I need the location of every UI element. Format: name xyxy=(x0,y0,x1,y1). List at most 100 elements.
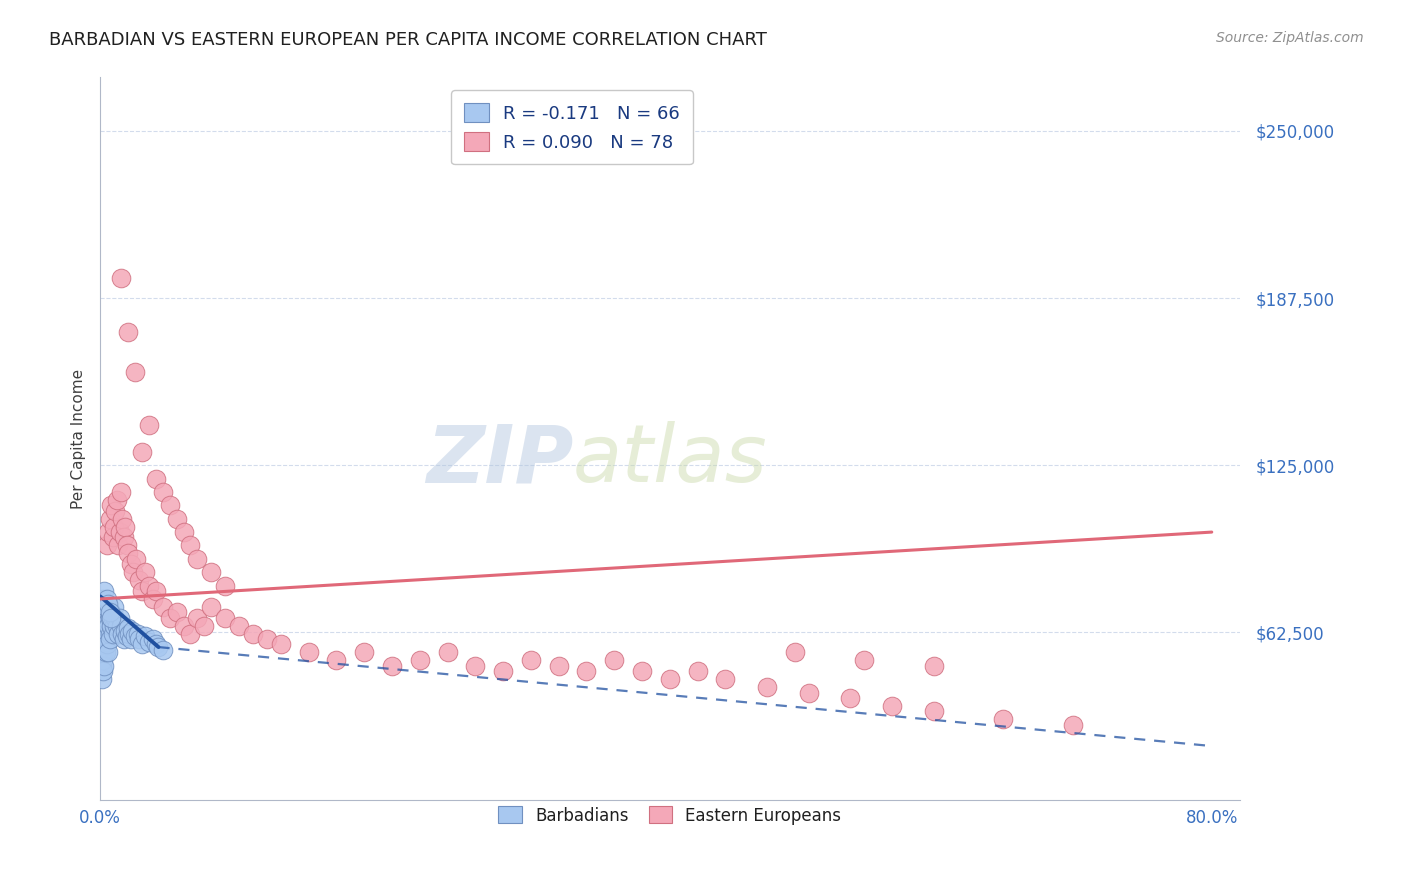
Point xyxy=(631,664,654,678)
Point xyxy=(94,624,117,638)
Point xyxy=(107,538,129,552)
Point xyxy=(96,626,118,640)
Point xyxy=(97,525,120,540)
Point xyxy=(90,645,112,659)
Point xyxy=(108,525,131,540)
Point xyxy=(142,591,165,606)
Point xyxy=(117,325,139,339)
Point xyxy=(256,632,278,646)
Point xyxy=(101,531,124,545)
Point xyxy=(96,599,118,614)
Point xyxy=(134,565,156,579)
Point xyxy=(1062,717,1084,731)
Point xyxy=(110,271,132,285)
Point xyxy=(131,583,153,598)
Point xyxy=(120,557,142,571)
Point xyxy=(882,698,904,713)
Point xyxy=(91,626,114,640)
Point xyxy=(97,618,120,632)
Point xyxy=(124,365,146,379)
Point xyxy=(96,613,118,627)
Text: BARBADIAN VS EASTERN EUROPEAN PER CAPITA INCOME CORRELATION CHART: BARBADIAN VS EASTERN EUROPEAN PER CAPITA… xyxy=(49,31,768,49)
Point xyxy=(159,610,181,624)
Point xyxy=(152,485,174,500)
Point xyxy=(115,538,138,552)
Point xyxy=(134,629,156,643)
Point xyxy=(104,504,127,518)
Point xyxy=(103,618,125,632)
Point xyxy=(100,499,122,513)
Point xyxy=(97,597,120,611)
Point xyxy=(193,618,215,632)
Point xyxy=(152,642,174,657)
Point xyxy=(125,551,148,566)
Y-axis label: Per Capita Income: Per Capita Income xyxy=(72,368,86,508)
Point xyxy=(603,653,626,667)
Point xyxy=(138,418,160,433)
Point xyxy=(124,629,146,643)
Point xyxy=(98,512,121,526)
Point xyxy=(658,672,681,686)
Point xyxy=(94,599,117,614)
Point xyxy=(90,632,112,646)
Point xyxy=(91,664,114,678)
Point xyxy=(200,565,222,579)
Point xyxy=(228,618,250,632)
Point xyxy=(436,645,458,659)
Point xyxy=(93,658,115,673)
Point xyxy=(121,624,143,638)
Point xyxy=(100,618,122,632)
Point xyxy=(94,645,117,659)
Point xyxy=(142,632,165,646)
Point xyxy=(381,658,404,673)
Point xyxy=(100,605,122,619)
Point xyxy=(90,672,112,686)
Point xyxy=(520,653,543,667)
Point xyxy=(297,645,319,659)
Point xyxy=(214,578,236,592)
Point xyxy=(138,634,160,648)
Point xyxy=(686,664,709,678)
Text: atlas: atlas xyxy=(574,421,768,500)
Point xyxy=(325,653,347,667)
Point xyxy=(117,546,139,560)
Text: ZIP: ZIP xyxy=(426,421,574,500)
Point xyxy=(464,658,486,673)
Point xyxy=(110,485,132,500)
Point xyxy=(91,618,114,632)
Point xyxy=(118,626,141,640)
Point xyxy=(91,591,114,606)
Point xyxy=(179,626,201,640)
Point xyxy=(93,605,115,619)
Point xyxy=(98,632,121,646)
Point xyxy=(186,551,208,566)
Point xyxy=(101,626,124,640)
Point xyxy=(91,640,114,654)
Point xyxy=(104,610,127,624)
Point xyxy=(166,605,188,619)
Point xyxy=(93,632,115,646)
Point xyxy=(122,565,145,579)
Point xyxy=(148,640,170,654)
Point xyxy=(242,626,264,640)
Point xyxy=(756,680,779,694)
Point xyxy=(100,610,122,624)
Point xyxy=(839,690,862,705)
Point xyxy=(145,637,167,651)
Point xyxy=(96,637,118,651)
Point xyxy=(114,624,136,638)
Point xyxy=(922,658,945,673)
Point xyxy=(108,610,131,624)
Point xyxy=(93,583,115,598)
Point xyxy=(353,645,375,659)
Point xyxy=(91,637,114,651)
Point xyxy=(98,626,121,640)
Point xyxy=(128,632,150,646)
Point xyxy=(853,653,876,667)
Point xyxy=(105,493,128,508)
Point xyxy=(96,591,118,606)
Point xyxy=(98,605,121,619)
Point xyxy=(112,531,135,545)
Point xyxy=(94,637,117,651)
Point xyxy=(115,629,138,643)
